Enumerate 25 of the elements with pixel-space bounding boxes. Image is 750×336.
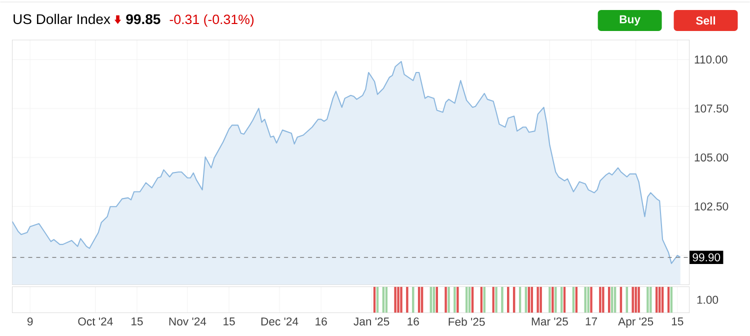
text: Sell [696,16,716,25]
y-tick-label: 102.50 [694,202,728,211]
x-tick-label: Nov '24 [169,318,206,326]
x-tick-label: Apr '25 [618,318,654,328]
y-tick-label: 105.00 [694,154,728,162]
text: Buy [620,16,640,26]
x-tick-label: Feb '25 [448,318,485,326]
text: 99.85 [126,14,160,24]
x-tick-label: 15 [672,318,684,326]
x-tick-label: 16 [316,318,327,326]
x-tick-label: Oct '24 [78,318,113,326]
text: 1.00 [697,296,718,304]
x-tick-label: 17 [586,318,598,326]
x-tick-label: 15 [132,318,143,326]
ref-line-label: 99.90 [692,253,720,262]
x-tick-label: 16 [408,318,419,326]
x-tick-label: 15 [224,318,235,326]
x-tick-label: Dec '24 [261,318,298,326]
x-tick-label: Mar '25 [532,318,568,326]
x-tick-label: Jan '25 [354,318,390,326]
chart-title: US Dollar Index [14,14,110,24]
y-tick-label: 110.00 [694,56,728,64]
y-tick-label: 107.50 [694,104,728,113]
text: -0.31 (-0.31%) [170,14,254,27]
x-tick-label: 9 [27,318,33,326]
